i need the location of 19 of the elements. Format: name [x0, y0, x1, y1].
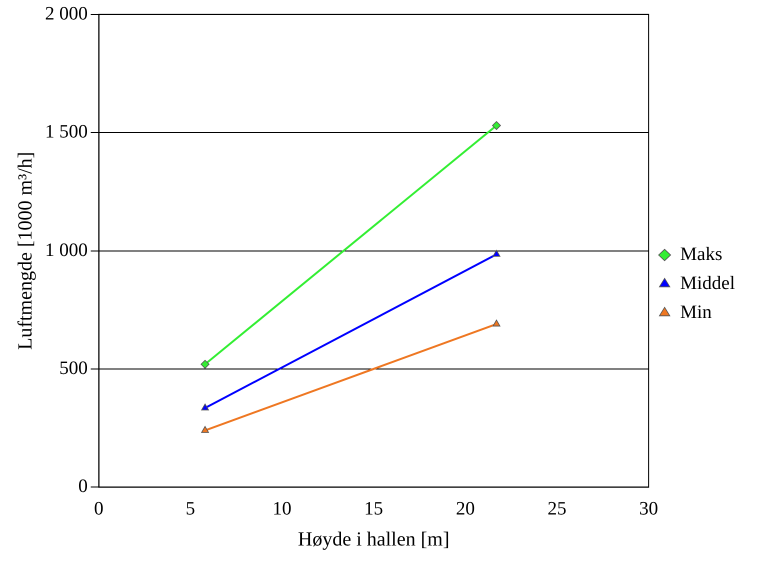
x-tick-label: 5: [186, 498, 196, 520]
x-tick-label: 25: [547, 498, 566, 520]
y-tick-label: 500: [59, 358, 88, 379]
x-axis-title: Høyde i hallen [m]: [298, 528, 450, 550]
x-tick-label: 20: [456, 498, 475, 520]
x-tick-label: 30: [639, 498, 658, 520]
legend-label: Min: [680, 302, 712, 323]
point: [492, 121, 501, 130]
y-tick-label: 1 000: [45, 240, 88, 261]
y-tick-label: 1 500: [45, 122, 88, 143]
x-tick-label: 10: [272, 498, 292, 520]
y-axis-title: Luftmengde [1000 m³/h]: [14, 152, 36, 350]
x-tick-label: 15: [364, 498, 384, 520]
legend-label: Maks: [680, 244, 722, 265]
legend-label: Middel: [680, 272, 736, 294]
y-tick-label: 0: [78, 476, 88, 498]
y-tick-label: 2 000: [45, 3, 88, 24]
x-tick-label: 0: [94, 498, 104, 520]
point: [200, 360, 210, 369]
